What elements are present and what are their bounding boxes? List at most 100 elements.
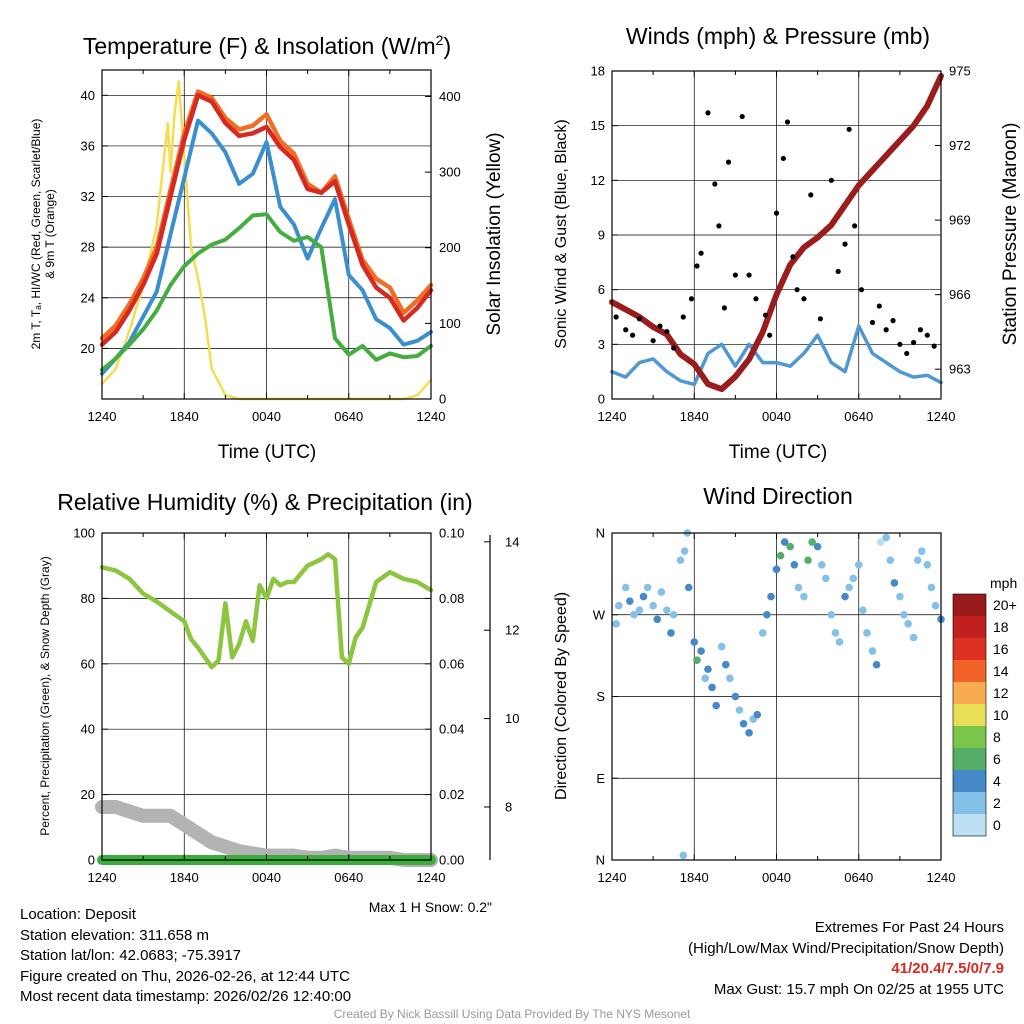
extremes-info: Extremes For Past 24 Hours (High/Low/Max… — [688, 918, 1004, 1000]
humidity-xtick-label: 1240 — [417, 870, 446, 885]
humidity-ytick-label: 0 — [88, 853, 95, 868]
direction-point — [776, 551, 785, 560]
direction-point — [813, 542, 822, 551]
gust-point — [680, 314, 686, 320]
wind-direction-title: Wind Direction — [703, 483, 853, 509]
colorbar-swatch — [953, 748, 986, 770]
direction-point — [868, 647, 877, 655]
precip-ytick-label: 0.10 — [439, 526, 464, 541]
extremes-title: Extremes For Past 24 Hours — [814, 919, 1004, 936]
pressure-ytick-label: 972 — [949, 138, 971, 153]
gust-point — [657, 323, 663, 329]
direction-point — [643, 583, 652, 592]
direction-point — [923, 560, 932, 569]
temperature-xtick-label: 1240 — [88, 409, 117, 424]
wind-panel: Winds (mph) & Pressure (mb) Time (UTC) S… — [553, 23, 1021, 463]
direction-point — [667, 629, 675, 637]
direction-point — [904, 620, 912, 628]
gust-point — [817, 316, 823, 322]
gust-point — [784, 119, 791, 125]
wind-direction-ytick-label: E — [596, 771, 605, 786]
series-pressure-line — [609, 73, 944, 393]
direction-point — [735, 706, 744, 714]
gust-point — [790, 254, 796, 260]
direction-point — [653, 615, 662, 624]
direction-point — [790, 560, 799, 569]
colorbar-swatch — [953, 616, 986, 638]
direction-point — [657, 588, 666, 596]
wind-direction-xtick-label: 0040 — [762, 870, 791, 885]
temperature-ticks: 1240 1840 0040 0640 124020242832364001002003… — [81, 70, 461, 424]
colorbar-label: 20+ — [993, 597, 1017, 613]
recent-text: Most recent data timestamp: 2026/02/26 1… — [20, 988, 352, 1005]
gust-point — [671, 345, 677, 351]
solar-ytick-label: 300 — [439, 165, 461, 180]
direction-point — [704, 665, 712, 674]
temperature-ylabel-line2: & 9m T (Orange) — [43, 189, 57, 279]
direction-point — [854, 560, 863, 569]
direction-point — [780, 538, 789, 546]
wind-frame — [611, 70, 942, 400]
wind-direction-panel: Wind Direction Direction (Colored By Spe… — [553, 483, 1017, 885]
colorbar-label: 8 — [993, 729, 1001, 745]
gust-point — [698, 250, 704, 256]
precip-ytick-label: 0.02 — [439, 787, 464, 802]
gust-point — [883, 327, 889, 333]
direction-point — [739, 719, 748, 728]
gust-point — [846, 126, 852, 132]
colorbar-swatch — [953, 594, 986, 616]
direction-point — [876, 538, 885, 546]
humidity-grid — [102, 533, 431, 860]
wind-direction-xtick-label: 0640 — [844, 870, 873, 885]
gust-point — [739, 113, 745, 120]
colorbar-swatch — [953, 704, 986, 726]
direction-point — [872, 660, 881, 669]
gust-point — [876, 303, 882, 309]
temperature-xtick-label: 1840 — [170, 409, 199, 424]
gust-point — [732, 272, 738, 278]
colorbar-swatch — [953, 814, 986, 836]
gust-point — [794, 287, 800, 293]
wind-ytick-label: 6 — [598, 282, 605, 297]
gust-point — [753, 296, 759, 302]
elevation-text: Station elevation: 311.658 m — [20, 926, 210, 944]
gust-point — [712, 181, 718, 187]
gust-point — [852, 223, 858, 229]
direction-point — [886, 556, 895, 565]
colorbar-title: mph — [990, 575, 1017, 591]
gust-point — [762, 312, 769, 318]
colorbar-outline — [952, 593, 987, 837]
direction-point — [697, 647, 705, 655]
humidity-ytick-label: 40 — [81, 722, 95, 737]
colorbar-label: 4 — [993, 773, 1001, 789]
temperature-grid — [102, 70, 431, 399]
speed-colorbar: mph 0 2 4 6 8 10 12 14 16 18 20+ — [952, 575, 1017, 837]
colorbar-swatch — [953, 792, 986, 814]
temperature-ytick-label: 24 — [81, 290, 95, 305]
temperature-panel: Temperature (F) & Insolation (W/m2) Time… — [29, 32, 505, 463]
wind-direction-xtick-label: 1840 — [680, 870, 709, 885]
gust-point — [688, 296, 695, 302]
temperature-xtick-label: 0040 — [252, 409, 281, 424]
direction-point — [679, 851, 688, 860]
direction-point — [822, 574, 830, 583]
humidity-xtick-label: 1240 — [88, 870, 117, 885]
gust-point — [725, 159, 732, 165]
gust-point — [650, 338, 656, 344]
direction-point — [804, 556, 812, 565]
wind-direction-ytick-label: W — [593, 607, 606, 622]
direction-point — [615, 601, 623, 610]
wind-direction-ytick-label: N — [596, 853, 605, 868]
direction-point — [726, 674, 734, 683]
gust-point — [931, 343, 937, 349]
temperature-xtick-label: 0640 — [334, 409, 363, 424]
wind-xtick-label: 0640 — [844, 409, 873, 424]
precip-ytick-label: 0.06 — [439, 656, 464, 671]
temperature-title: Temperature (F) & Insolation (W/m2) — [83, 32, 451, 59]
series-windchill-line — [100, 118, 433, 376]
temperature-ytick-label: 36 — [81, 138, 95, 153]
series-temp-line — [99, 93, 434, 347]
solar-ytick-label: 400 — [439, 89, 461, 104]
temperature-ytick-label: 28 — [81, 240, 95, 255]
